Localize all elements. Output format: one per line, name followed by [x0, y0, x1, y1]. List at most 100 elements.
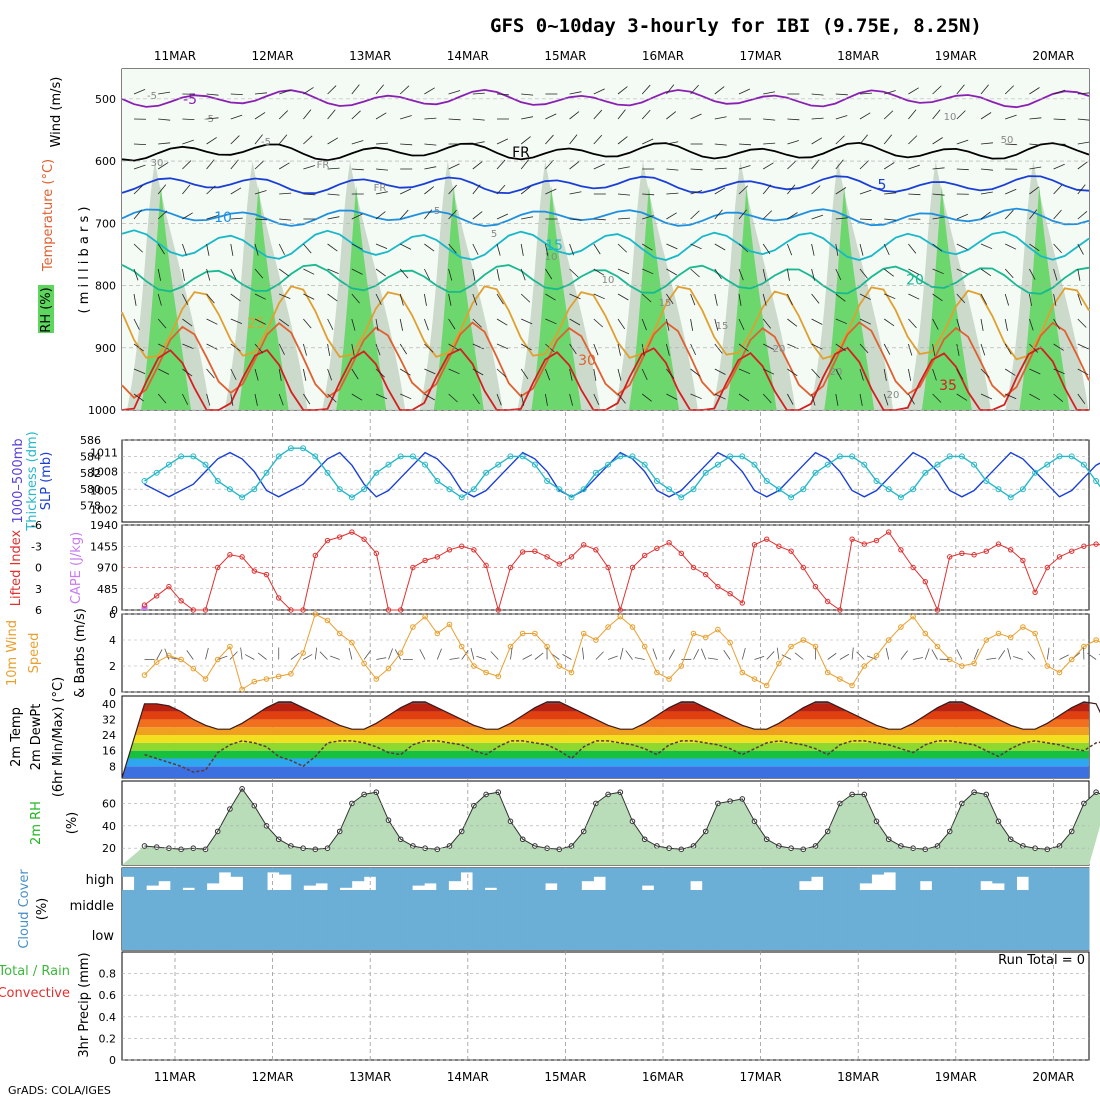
li-tick-label: -6: [31, 519, 42, 532]
date-label-top: 14MAR: [447, 49, 489, 63]
cloud-bar-middle: [895, 890, 909, 920]
wind-barb: [1005, 243, 1017, 250]
wind-barb: [496, 243, 501, 256]
thickness-point: [1007, 494, 1014, 501]
wind-barb-10m: [436, 648, 442, 660]
wind-barb: [738, 318, 745, 331]
chart-title: GFS 0~10day 3-hourly for IBI (9.75E, 8.2…: [490, 15, 982, 37]
wind-barb: [835, 343, 846, 352]
wind-barb: [448, 293, 452, 306]
cloud-bar-low: [448, 920, 461, 950]
cloud-bar-high: [907, 868, 921, 890]
wind-point: [312, 611, 319, 617]
wind-barb-10m: [388, 648, 393, 660]
wind-barb: [980, 293, 988, 305]
wind-barb: [520, 343, 532, 351]
wind-barb-10m: [776, 647, 780, 660]
cloud-level-label-middle: middle: [70, 899, 114, 914]
cloud-bar-high: [859, 868, 872, 884]
thickness-point: [824, 461, 831, 468]
wind-barb: [641, 109, 651, 120]
date-label-top: 15MAR: [544, 49, 586, 63]
wind-barb: [1029, 318, 1034, 331]
wind-barb: [811, 318, 823, 325]
cloud-bar-high: [520, 868, 534, 890]
wind-barb: [303, 268, 315, 275]
wind-barb: [133, 209, 142, 220]
cloud-bar-high: [678, 868, 691, 890]
wind-barb: [835, 93, 848, 96]
contour-label: 20: [773, 344, 786, 355]
cloud-bar-middle: [762, 890, 776, 920]
cloud-bar-low: [798, 920, 812, 950]
wind-barb: [908, 343, 913, 356]
li-point: [215, 564, 221, 571]
wind-barb: [521, 318, 533, 325]
wind-barb: [617, 243, 628, 253]
rh-tick-label: 60: [102, 797, 116, 810]
wind-barb-10m: [290, 652, 300, 660]
cape-tick-label: 1455: [90, 540, 118, 553]
cloud-bar-low: [847, 920, 860, 950]
wind-barb: [980, 268, 992, 277]
wind-barb: [520, 293, 531, 303]
wind-barb: [859, 218, 873, 221]
thickness-point: [1080, 461, 1087, 468]
thickness-point: [361, 486, 368, 493]
wind-barb-10m: [319, 651, 328, 660]
wind-barb: [690, 190, 703, 195]
li-point: [825, 598, 831, 605]
wind-barb-10m: [314, 647, 318, 660]
cloud-bar-middle: [581, 890, 594, 920]
wind-point: [849, 682, 855, 689]
cloud-bar-middle: [520, 890, 534, 920]
wind-barb: [133, 164, 146, 170]
cloud-bar-high: [545, 868, 558, 884]
cloud-bar-middle: [279, 890, 292, 920]
wind-barb: [787, 184, 796, 195]
cloud-bar-high: [303, 868, 316, 886]
cloud-bar-middle: [242, 890, 256, 920]
thickness-point: [812, 469, 819, 476]
wind-barb: [980, 343, 986, 356]
thickness-point: [470, 486, 477, 493]
wind-barb: [399, 343, 407, 355]
dewpoint-line: [144, 740, 1100, 773]
cloud-bar-high: [436, 868, 449, 890]
cloud-bar-low: [956, 920, 969, 950]
wind-barb: [569, 191, 582, 195]
cloud-bar-middle: [750, 890, 764, 920]
wind-barb-10m: [900, 650, 908, 660]
cloud-bar-middle: [182, 890, 196, 920]
wind-barb: [157, 184, 167, 195]
cloud-bar-low: [303, 920, 316, 950]
thickness-point: [434, 478, 441, 484]
wind-barb: [496, 368, 507, 378]
wind-barb: [400, 393, 412, 400]
wind-barb: [666, 111, 677, 120]
wind-barb: [883, 162, 895, 170]
li-point: [1020, 557, 1026, 564]
wind-barb: [351, 293, 360, 304]
wind-barb: [859, 189, 872, 195]
rh-area-fill: [122, 788, 1100, 865]
wind-barb: [206, 343, 218, 350]
cloud-bar-high: [206, 868, 220, 884]
wind-barb: [472, 318, 482, 328]
thickness-point: [678, 494, 685, 501]
cloud-bar-middle: [545, 890, 558, 920]
wind-barb: [375, 112, 387, 120]
wind-barb: [859, 268, 868, 279]
wind-barb: [303, 243, 312, 254]
wind-barb: [1029, 343, 1039, 353]
wind-point: [385, 665, 392, 672]
wind-barb-10m: [723, 650, 731, 660]
wind-barb: [641, 343, 645, 356]
cloud-bar-high: [1040, 868, 1054, 890]
li-point: [166, 583, 172, 590]
wind-barb: [351, 140, 364, 145]
li-point: [1069, 548, 1075, 554]
wind-barb: [1053, 243, 1062, 254]
wind-point: [300, 650, 306, 656]
wind-barb: [883, 134, 893, 145]
